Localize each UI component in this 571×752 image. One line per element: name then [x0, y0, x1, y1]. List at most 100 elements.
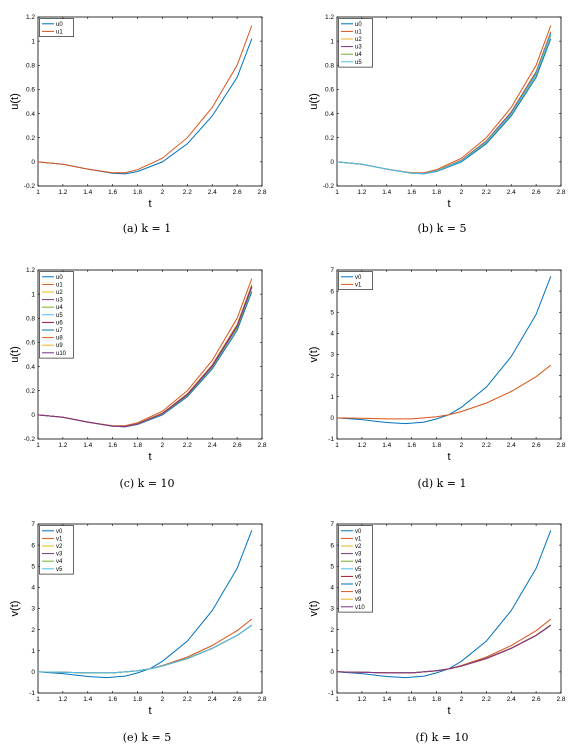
y-tick-label: 2: [330, 627, 334, 634]
plot-frame: [37, 269, 263, 440]
x-tick-label: 2: [460, 696, 464, 703]
y-tick-label: 0.2: [26, 135, 35, 142]
legend-entry: v1: [355, 536, 362, 542]
series-line: [336, 364, 552, 420]
y-tick-label: 7: [31, 521, 35, 528]
x-tick-label: 2.2: [183, 189, 192, 196]
x-tick-label: 2: [460, 442, 464, 449]
legend-entry: u10: [56, 351, 67, 357]
y-tick-label: 0.8: [26, 62, 35, 69]
legend-entry: v1: [56, 536, 63, 542]
chart-panel: 1 1.2 1.4 1.6 1.8 2 2.2 2.4 2.6 2.8 -0.2 0 0.2 0.4 0.6…: [9, 267, 267, 490]
x-tick-label: 1: [36, 696, 40, 703]
chart-panel: 1 1.2 1.4 1.6 1.8 2 2.2 2.4 2.6 2.8 -1 0 1 2 3 4 5 6 7 t v(t…: [308, 267, 566, 490]
x-tick-label: 2.6: [532, 696, 541, 703]
x-tick-label: 2.4: [208, 696, 217, 703]
series-line: [37, 530, 253, 679]
legend-entry: u5: [355, 60, 362, 66]
x-tick-label: 1.8: [432, 442, 441, 449]
y-tick-label: 5: [330, 309, 334, 316]
y-tick-label: 2: [31, 627, 35, 634]
legend-entry: v1: [355, 282, 362, 288]
series-line: [336, 624, 552, 674]
legend-entry: v7: [355, 582, 362, 588]
x-tick-label: 1: [36, 189, 40, 196]
y-tick-label: 0.8: [325, 62, 334, 69]
legend-entry: u0: [56, 22, 63, 28]
y-tick-label: 0.6: [26, 340, 35, 347]
y-tick-label: 6: [31, 542, 35, 549]
x-tick-label: 1.2: [58, 442, 67, 449]
x-tick-label: 1.2: [357, 696, 366, 703]
panel-caption: (a) k = 1: [123, 222, 172, 235]
legend-entry: v4: [56, 559, 63, 565]
legend-entry: v0: [355, 275, 362, 281]
series-line: [37, 618, 253, 674]
x-axis-label: t: [447, 198, 450, 210]
y-tick-label: 1: [31, 291, 35, 298]
y-tick-label: 4: [330, 585, 334, 592]
y-tick-label: 1: [31, 648, 35, 655]
y-axis-label: u(t): [9, 346, 21, 363]
y-tick-label: -0.2: [24, 436, 36, 443]
y-tick-label: 1: [31, 38, 35, 45]
y-tick-label: 0.2: [325, 135, 334, 142]
legend-entry: v4: [355, 559, 362, 565]
series-line: [336, 624, 552, 674]
legend-entry: v0: [355, 529, 362, 535]
series-line: [336, 624, 552, 674]
panel-caption: (b) k = 5: [418, 222, 467, 235]
y-axis-label: v(t): [308, 347, 320, 363]
x-tick-label: 1.4: [83, 189, 92, 196]
y-axis-label: v(t): [9, 601, 21, 617]
series-line: [336, 530, 552, 679]
x-tick-label: 1.8: [133, 696, 142, 703]
x-tick-label: 2.6: [233, 442, 242, 449]
x-tick-label: 2.6: [233, 696, 242, 703]
panel-caption: (f) k = 10: [415, 731, 468, 744]
series-line: [336, 276, 552, 425]
x-tick-label: 1.4: [83, 442, 92, 449]
y-tick-label: -1: [29, 690, 35, 697]
series-line: [37, 624, 253, 674]
y-tick-label: 7: [330, 521, 334, 528]
legend-entry: v0: [56, 529, 63, 535]
x-tick-label: 1.8: [432, 696, 441, 703]
x-tick-label: 2.4: [507, 442, 516, 449]
series-line: [336, 624, 552, 674]
x-tick-label: 1.6: [108, 442, 117, 449]
plot-frame: [37, 16, 263, 187]
x-tick-label: 1.8: [133, 189, 142, 196]
panel-caption: (d) k = 1: [418, 477, 467, 490]
x-tick-label: 2.8: [556, 189, 565, 196]
legend-entry: u1: [56, 29, 63, 35]
legend-entry: v3: [355, 552, 362, 558]
y-tick-label: 0: [31, 669, 35, 676]
y-tick-label: 0: [330, 159, 334, 166]
y-tick-label: 5: [31, 563, 35, 570]
x-axis-label: t: [148, 451, 151, 463]
series-line: [336, 618, 552, 674]
legend-entry: v5: [355, 567, 362, 573]
y-tick-label: 1.2: [26, 14, 35, 21]
legend-entry: u7: [56, 328, 63, 334]
series-line: [37, 38, 253, 175]
x-tick-label: 2.8: [257, 442, 266, 449]
legend-entry: v2: [355, 544, 362, 550]
legend-entry: u0: [355, 22, 362, 28]
series-line: [37, 624, 253, 674]
y-tick-label: 0.4: [325, 111, 334, 118]
x-tick-label: 2.4: [507, 189, 516, 196]
legend-box: [39, 525, 74, 575]
legend-entry: v6: [355, 574, 362, 580]
y-tick-label: 6: [330, 288, 334, 295]
legend-entry: u5: [56, 313, 63, 319]
y-tick-label: 6: [330, 542, 334, 549]
y-tick-label: 5: [330, 563, 334, 570]
legend-entry: v10: [355, 605, 365, 611]
series-line: [336, 624, 552, 674]
